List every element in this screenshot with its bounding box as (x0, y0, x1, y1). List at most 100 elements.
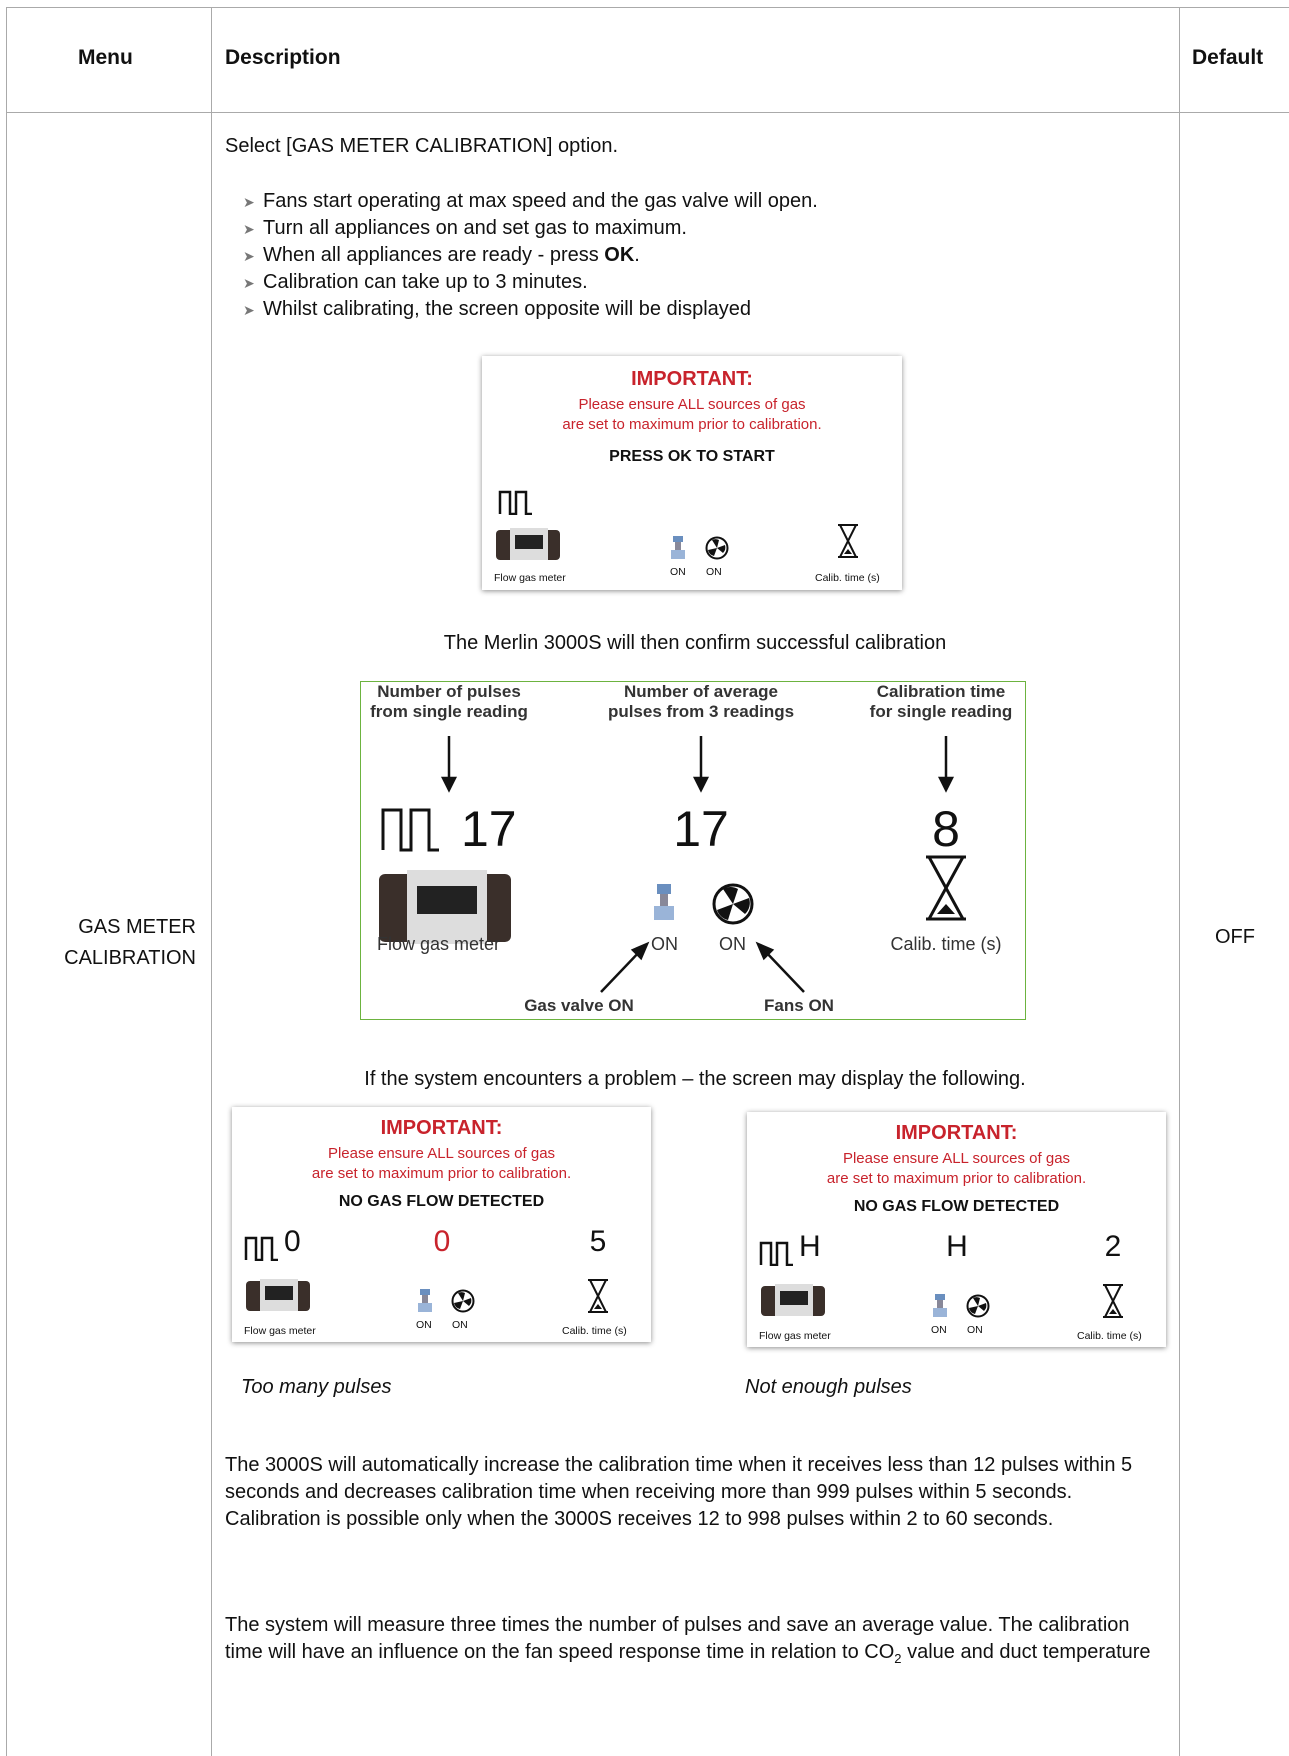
bullet: ➤ Fans start operating at max speed and t… (243, 190, 818, 213)
graphic (630, 941, 650, 961)
graphic (422, 1295, 428, 1303)
text: Fans ON (764, 996, 834, 1015)
graphic (937, 904, 955, 914)
text: NO GAS FLOW DETECTED (338, 1193, 545, 1210)
graphic (588, 1279, 608, 1313)
text: Gas valve ON (524, 996, 634, 1015)
graphic (935, 1294, 945, 1300)
description-header: Description (225, 46, 341, 69)
graphic: ➤ (243, 275, 255, 291)
text: Flow gas meter (494, 572, 566, 584)
text: When all appliances are ready - press (263, 244, 605, 266)
graphic (418, 1303, 432, 1312)
default-cell: OFF (1215, 926, 1255, 948)
graphic: ➤ (243, 194, 255, 210)
text: ON (706, 566, 722, 578)
graphic (759, 1241, 793, 1266)
graphic (594, 1304, 602, 1309)
text: Calib. time (s) (1077, 1330, 1142, 1342)
graphic: Whilst calibrating, the screen opposite … (263, 298, 751, 321)
graphic (838, 524, 858, 558)
text: Calib. time (s) (890, 934, 1002, 954)
graphic (937, 1300, 943, 1308)
text: 0 (433, 1225, 451, 1258)
graphic (265, 1286, 293, 1300)
text: Calib. time (s) (815, 572, 880, 584)
column-border (6, 8, 7, 1756)
graphic (969, 1297, 987, 1314)
text: PRESS OK TO START (609, 448, 775, 465)
text: are set to maximum prior to calibration. (826, 1170, 1087, 1187)
paragraph: The system will measure three times the … (225, 1612, 1170, 1672)
graphic (660, 894, 668, 906)
text: ON (452, 1319, 468, 1331)
text: 8 (932, 801, 960, 857)
problem-screen: IMPORTANT: Please ensure ALL sources of … (232, 1107, 651, 1342)
graphic: When all appliances are ready - press OK… (263, 244, 640, 267)
text: Number of pulses from single reading (370, 682, 528, 721)
text: Flow gas meter (244, 1325, 316, 1337)
menu-cell: GAS METER CALIBRATION (64, 916, 196, 969)
graphic (246, 1279, 310, 1311)
confirm-screen: Number of pulses from single reading Num… (360, 681, 1026, 1020)
text: ON (719, 934, 746, 954)
text: Flow gas meter (377, 934, 501, 954)
text: ON (967, 1324, 983, 1336)
text: Flow gas meter (759, 1330, 831, 1342)
graphic: ➤ (243, 221, 255, 237)
graphic (780, 1291, 808, 1305)
text: 2 (1104, 1230, 1122, 1263)
graphic (417, 886, 477, 914)
graphic (657, 884, 671, 894)
text: Calib. time (s) (562, 1325, 627, 1337)
text: Calibration can take up to 3 minutes. (263, 271, 588, 293)
text: Calibration time for single reading (869, 682, 1013, 721)
text: OK (604, 244, 635, 266)
text: 2 (894, 1651, 902, 1666)
paragraph: The 3000S will automatically increase th… (225, 1454, 1133, 1530)
text: Whilst calibrating, the screen opposite … (263, 298, 752, 320)
graphic (515, 535, 543, 549)
confirm-caption: The Merlin 3000S will then confirm succe… (443, 632, 947, 654)
text: are set to maximum prior to calibration. (311, 1165, 572, 1182)
meter-icon (496, 528, 560, 560)
hourglass-icon (838, 524, 858, 558)
graphic (454, 1292, 472, 1309)
pulse-icon (498, 490, 532, 515)
graphic (761, 1284, 825, 1316)
graphic: ➤ (243, 248, 255, 264)
text: Please ensure ALL sources of gas (578, 396, 806, 413)
graphic (692, 776, 710, 793)
graphic (708, 539, 726, 556)
graphic (763, 949, 805, 993)
graphic (654, 906, 674, 920)
text: are set to maximum prior to calibration. (562, 416, 822, 433)
graphic (600, 949, 642, 993)
graphic (588, 1279, 608, 1313)
default-header: Default (1192, 46, 1264, 69)
graphic (451, 1289, 475, 1313)
text: IMPORTANT: (380, 1117, 503, 1139)
text: 17 (673, 801, 729, 857)
graphic: Calibration can take up to 3 minutes. (263, 271, 588, 294)
header-bottom-border (6, 112, 1289, 113)
menu-header: Menu (78, 46, 133, 69)
text: Please ensure ALL sources of gas (842, 1150, 1071, 1167)
graphic (498, 490, 532, 515)
text: 0 (284, 1225, 301, 1258)
bullet: ➤ When all appliances are ready - press O… (243, 244, 640, 267)
text: ON (416, 1319, 432, 1331)
graphic (717, 886, 750, 920)
graphic (1103, 1284, 1123, 1318)
graphic (675, 542, 681, 550)
bullet: ➤ Calibration can take up to 3 minutes. (243, 271, 588, 294)
graphic (937, 776, 955, 793)
graphic: Fans start operating at max speed and th… (263, 190, 818, 213)
text: value and duct temperature (901, 1641, 1151, 1663)
graphic (844, 549, 852, 554)
graphic: ➤ (243, 302, 255, 318)
text: 5 (589, 1225, 607, 1258)
text: ON (931, 1324, 947, 1336)
text: NO GAS FLOW DETECTED (853, 1198, 1060, 1215)
